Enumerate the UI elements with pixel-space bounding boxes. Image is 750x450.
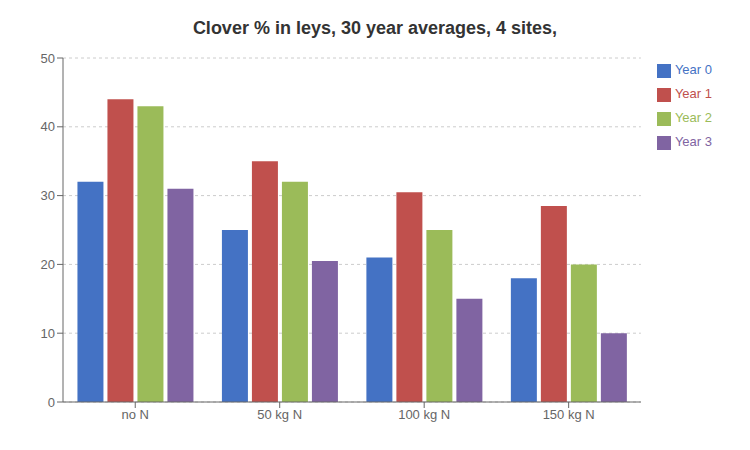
svg-text:10: 10: [41, 326, 55, 341]
html-text:Year 1: Year 1: [674, 86, 712, 101]
svg-text:40: 40: [41, 119, 55, 134]
svg-text:0: 0: [48, 395, 55, 410]
html-text:Year 2: Year 2: [674, 110, 712, 125]
svg-text:50 kg N: 50 kg N: [257, 407, 302, 422]
html-text:Year 3: Year 3: [674, 134, 712, 149]
svg-text:30: 30: [41, 188, 55, 203]
svg-text:100 kg N: 100 kg N: [398, 407, 450, 422]
svg-text:150 kg N: 150 kg N: [543, 407, 595, 422]
html-text:Year 0: Year 0: [674, 62, 712, 77]
svg-text:20: 20: [41, 257, 55, 272]
svg-text:50: 50: [41, 51, 55, 66]
html-text:Clover % in leys, 30 year aver: Clover % in leys, 30 year averages, 4 si…: [192, 18, 558, 38]
svg-text:no N: no N: [122, 407, 149, 422]
